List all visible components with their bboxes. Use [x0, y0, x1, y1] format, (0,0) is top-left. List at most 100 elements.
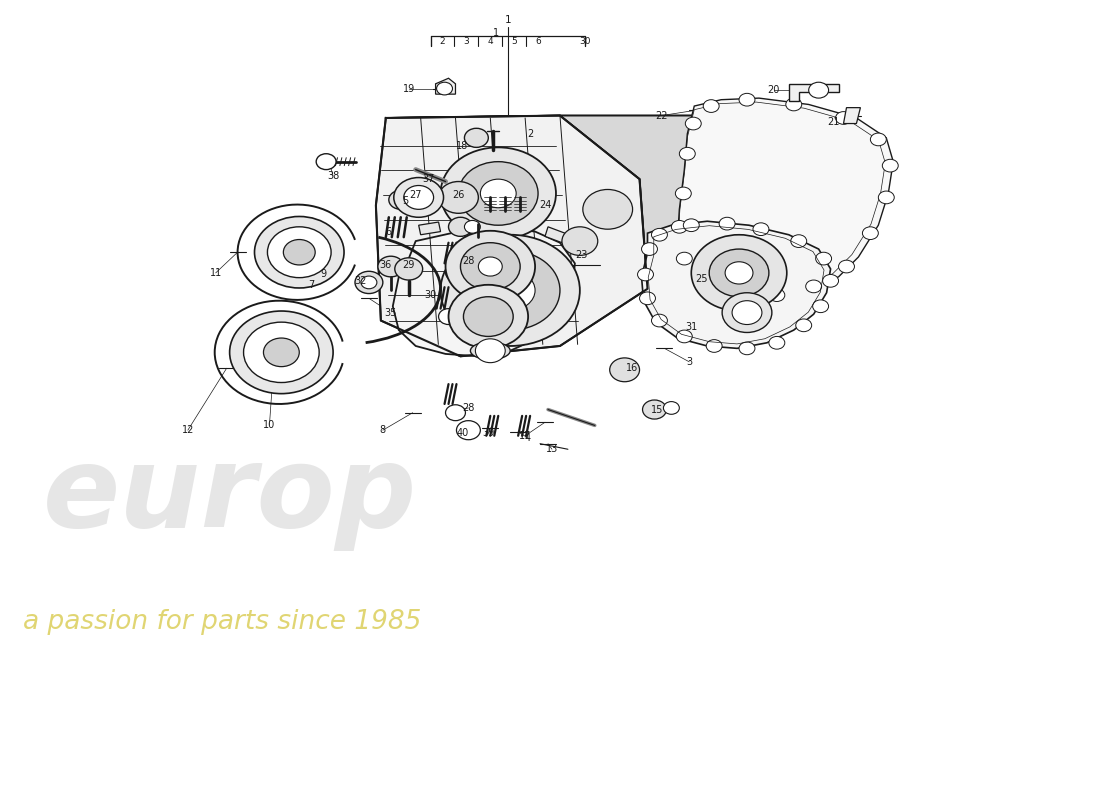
Circle shape — [676, 252, 692, 265]
Text: 36: 36 — [379, 260, 392, 270]
Text: 29: 29 — [403, 260, 415, 270]
Text: 5: 5 — [403, 196, 409, 206]
Circle shape — [683, 219, 700, 231]
Circle shape — [739, 342, 755, 354]
Circle shape — [475, 339, 505, 362]
Circle shape — [710, 249, 769, 297]
Circle shape — [838, 260, 855, 273]
Circle shape — [583, 190, 632, 229]
Circle shape — [464, 221, 481, 233]
Circle shape — [754, 223, 769, 235]
Circle shape — [663, 402, 680, 414]
Text: 39: 39 — [482, 428, 494, 438]
Text: 25: 25 — [695, 274, 707, 284]
Circle shape — [355, 271, 383, 294]
Circle shape — [395, 258, 422, 280]
Circle shape — [791, 234, 806, 247]
Circle shape — [769, 289, 784, 302]
Text: 27: 27 — [409, 190, 422, 200]
Circle shape — [691, 234, 786, 311]
Circle shape — [785, 98, 802, 111]
Text: 17: 17 — [519, 430, 531, 441]
Text: 20: 20 — [768, 85, 780, 95]
Circle shape — [441, 147, 556, 239]
Text: 24: 24 — [539, 200, 551, 210]
Circle shape — [478, 257, 503, 276]
Circle shape — [642, 400, 667, 419]
Text: 23: 23 — [575, 250, 589, 261]
Text: 18: 18 — [456, 141, 469, 150]
Circle shape — [676, 330, 692, 342]
Circle shape — [671, 221, 688, 233]
Circle shape — [805, 280, 822, 293]
Circle shape — [719, 218, 735, 230]
Text: 2: 2 — [440, 38, 446, 46]
Text: 4: 4 — [487, 38, 493, 46]
Circle shape — [449, 285, 528, 348]
Circle shape — [769, 337, 784, 349]
Circle shape — [441, 234, 580, 346]
Circle shape — [404, 186, 433, 210]
Circle shape — [795, 319, 812, 332]
Polygon shape — [386, 115, 700, 179]
Ellipse shape — [471, 342, 510, 359]
Circle shape — [733, 301, 762, 325]
Circle shape — [739, 94, 755, 106]
Polygon shape — [376, 115, 648, 356]
Polygon shape — [789, 84, 838, 102]
Circle shape — [562, 227, 597, 255]
Text: 37: 37 — [422, 174, 435, 184]
Text: 22: 22 — [656, 110, 668, 121]
Circle shape — [449, 218, 472, 236]
Text: 30: 30 — [425, 290, 437, 300]
Text: 3: 3 — [686, 357, 692, 367]
Circle shape — [697, 274, 713, 287]
Text: 7: 7 — [308, 280, 315, 290]
Text: 5: 5 — [512, 38, 517, 46]
Polygon shape — [844, 108, 860, 123]
Circle shape — [316, 154, 337, 170]
Circle shape — [813, 300, 828, 313]
Polygon shape — [393, 227, 575, 356]
Polygon shape — [641, 222, 830, 348]
Text: 9: 9 — [320, 270, 327, 279]
Circle shape — [641, 242, 658, 255]
Text: 30: 30 — [579, 38, 591, 46]
Circle shape — [675, 187, 691, 200]
Text: 16: 16 — [626, 363, 638, 374]
Text: 19: 19 — [403, 83, 415, 94]
Text: 8: 8 — [379, 425, 386, 435]
Circle shape — [638, 268, 653, 281]
Text: 1: 1 — [493, 28, 499, 38]
Polygon shape — [560, 115, 700, 305]
Circle shape — [267, 227, 331, 278]
Text: 40: 40 — [456, 428, 469, 438]
Circle shape — [459, 162, 538, 226]
Circle shape — [446, 230, 535, 302]
Circle shape — [446, 265, 465, 281]
Circle shape — [243, 322, 319, 382]
Circle shape — [725, 262, 754, 284]
Circle shape — [284, 239, 316, 265]
Circle shape — [230, 311, 333, 394]
Text: 2: 2 — [527, 129, 534, 139]
Circle shape — [639, 292, 656, 305]
Circle shape — [361, 276, 377, 289]
Text: 35: 35 — [385, 308, 397, 318]
Circle shape — [878, 191, 894, 204]
Text: 13: 13 — [546, 444, 558, 454]
Text: 4: 4 — [525, 433, 531, 443]
Circle shape — [870, 133, 887, 146]
Circle shape — [836, 112, 851, 124]
Polygon shape — [544, 227, 565, 242]
Circle shape — [463, 297, 514, 337]
Text: 32: 32 — [355, 276, 367, 286]
Text: 28: 28 — [462, 256, 474, 266]
Text: 12: 12 — [182, 425, 194, 435]
Text: 3: 3 — [463, 38, 470, 46]
Circle shape — [264, 338, 299, 366]
Polygon shape — [419, 222, 441, 234]
Circle shape — [862, 227, 878, 239]
Text: 28: 28 — [462, 403, 474, 413]
Circle shape — [464, 128, 488, 147]
